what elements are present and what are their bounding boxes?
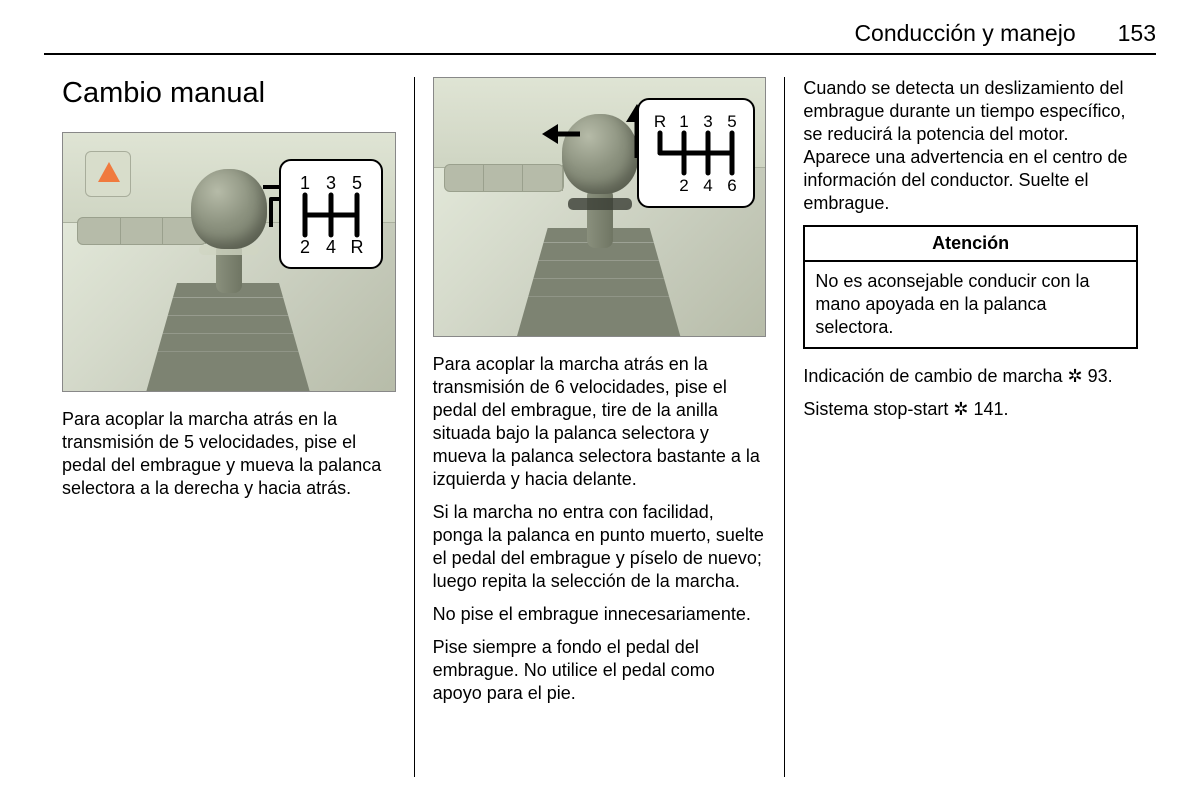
column-3: Cuando se detecta un deslizamiento del e… [785, 77, 1156, 777]
column-2: R135 246 Para acoplar la marcha atrás en… [415, 77, 786, 777]
crossref-gear-indicator: Indicación de cambio de marcha ✲ 93. [803, 365, 1138, 388]
col2-paragraph-2: Si la marcha no entra con facilidad, pon… [433, 501, 767, 593]
svg-text:4: 4 [704, 176, 713, 195]
crossref-text: Sistema stop-start [803, 399, 953, 419]
svg-text:1: 1 [300, 173, 310, 193]
crossref-text: Indicación de cambio de marcha [803, 366, 1067, 386]
gear-pattern-plate: 135 24R [279, 159, 383, 269]
gear-pattern-plate: R135 246 [637, 98, 755, 208]
col2-paragraph-4: Pise siempre a fondo el pedal del embrag… [433, 636, 767, 705]
col3-paragraph-1: Cuando se detecta un deslizamiento del e… [803, 77, 1138, 215]
columns: Cambio manual [44, 77, 1156, 777]
page-number: 153 [1118, 20, 1156, 47]
heading-cambio-manual: Cambio manual [62, 77, 396, 110]
svg-text:2: 2 [300, 237, 310, 257]
shift-collar [568, 198, 632, 210]
crossref-page-num: 141. [973, 399, 1008, 419]
button-strip [77, 217, 207, 245]
svg-text:1: 1 [680, 112, 689, 131]
column-1: Cambio manual [44, 77, 415, 777]
figure-6speed: R135 246 [433, 77, 767, 337]
svg-text:R: R [654, 112, 666, 131]
crossref-arrow-icon: ✲ [953, 399, 968, 419]
col1-paragraph-1: Para acoplar la marcha atrás en la trans… [62, 408, 396, 500]
svg-text:5: 5 [352, 173, 362, 193]
shift-stalk [587, 188, 613, 248]
attention-callout: Atención No es aconsejable conducir con … [803, 225, 1138, 349]
section-title: Conducción y manejo [854, 20, 1075, 47]
attention-body: No es aconsejable conducir con la mano a… [805, 262, 1136, 347]
arrow-left-icon [538, 120, 582, 148]
page: Conducción y manejo 153 Cambio manual [0, 0, 1200, 802]
svg-text:5: 5 [728, 112, 737, 131]
crossref-arrow-icon: ✲ [1067, 366, 1082, 386]
attention-title: Atención [805, 227, 1136, 262]
svg-text:4: 4 [326, 237, 336, 257]
svg-text:3: 3 [704, 112, 713, 131]
page-header: Conducción y manejo 153 [44, 20, 1156, 55]
gear-pattern-6speed-icon: R135 246 [646, 107, 746, 199]
gear-pattern-5speed-icon: 135 24R [289, 169, 373, 259]
crossref-page-num: 93. [1088, 366, 1113, 386]
hazard-button-icon [85, 151, 131, 197]
crossref-stop-start: Sistema stop-start ✲ 141. [803, 398, 1138, 421]
button-strip [444, 164, 564, 192]
svg-text:2: 2 [680, 176, 689, 195]
svg-text:6: 6 [728, 176, 737, 195]
col2-paragraph-1: Para acoplar la marcha atrás en la trans… [433, 353, 767, 491]
svg-text:3: 3 [326, 173, 336, 193]
col2-paragraph-3: No pise el embrague innecesaria­mente. [433, 603, 767, 626]
svg-text:R: R [350, 237, 363, 257]
shift-knob [191, 169, 267, 249]
figure-5speed: 135 24R [62, 132, 396, 392]
